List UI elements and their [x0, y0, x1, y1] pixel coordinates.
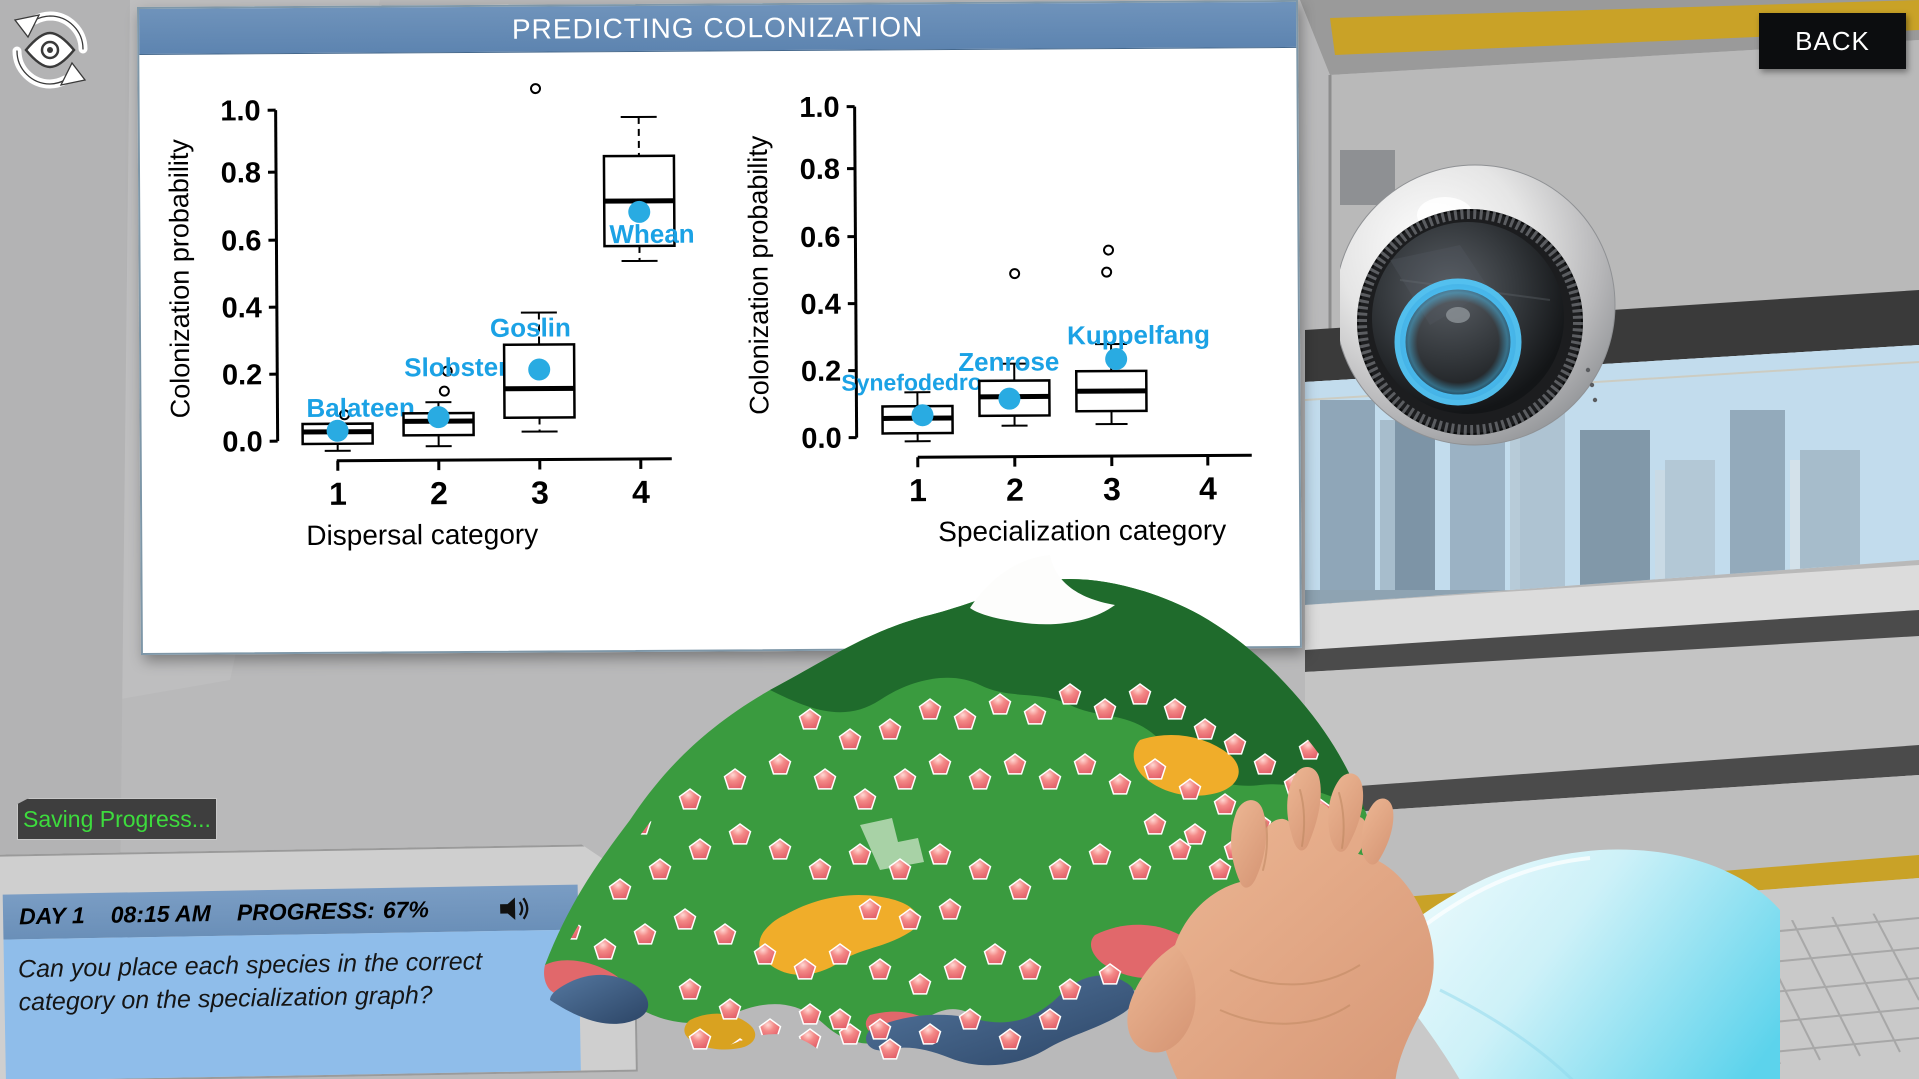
svg-text:Slobster: Slobster [404, 352, 508, 383]
svg-text:0.0: 0.0 [222, 426, 263, 458]
svg-text:0.6: 0.6 [800, 222, 841, 254]
svg-text:1.0: 1.0 [799, 92, 840, 124]
svg-text:4: 4 [1199, 470, 1217, 506]
svg-text:0.8: 0.8 [221, 157, 262, 189]
svg-text:Kuppelfang: Kuppelfang [1067, 319, 1210, 350]
svg-text:3: 3 [531, 474, 549, 510]
svg-text:Balateen: Balateen [306, 392, 415, 423]
svg-text:0.2: 0.2 [222, 359, 263, 391]
svg-text:3: 3 [1103, 471, 1121, 507]
svg-text:Goslin: Goslin [490, 312, 571, 342]
svg-text:4: 4 [632, 474, 650, 510]
svg-text:Zenrose: Zenrose [958, 346, 1059, 377]
svg-text:1.0: 1.0 [220, 95, 261, 127]
svg-text:0.2: 0.2 [801, 356, 842, 388]
svg-text:0.4: 0.4 [221, 292, 262, 324]
svg-text:Colonization probability: Colonization probability [743, 135, 775, 415]
svg-text:Colonization probability: Colonization probability [164, 139, 196, 419]
svg-text:0.6: 0.6 [221, 225, 262, 257]
svg-text:1: 1 [909, 472, 927, 508]
svg-text:Dispersal category: Dispersal category [306, 519, 538, 551]
svg-text:Whean: Whean [609, 219, 694, 250]
svg-text:2: 2 [430, 475, 448, 511]
svg-text:0.0: 0.0 [801, 423, 842, 455]
svg-text:1: 1 [329, 476, 347, 512]
svg-text:0.8: 0.8 [800, 154, 841, 186]
svg-text:2: 2 [1006, 472, 1024, 508]
svg-text:0.4: 0.4 [800, 289, 841, 321]
